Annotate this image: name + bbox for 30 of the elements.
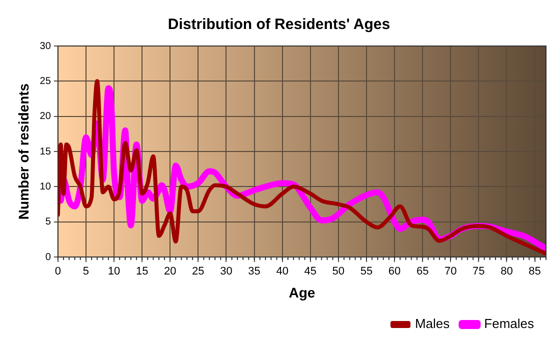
x-tick-label: 35 [248, 266, 260, 278]
x-tick-label: 65 [416, 266, 429, 278]
x-tick-label: 60 [388, 266, 401, 278]
y-tick-label: 25 [40, 76, 52, 87]
y-tick-label: 5 [45, 216, 52, 228]
x-tick-label: 50 [332, 266, 345, 278]
x-axis-title: Age [288, 284, 316, 300]
x-tick-label: 15 [136, 266, 148, 278]
x-tick-label: 45 [304, 266, 316, 278]
x-tick-label: 0 [54, 266, 61, 278]
x-tick-label: 70 [444, 266, 457, 278]
legend-label: Females [484, 316, 534, 332]
y-tick-label: 10 [40, 181, 52, 192]
x-tick-label: 30 [220, 266, 232, 278]
x-tick-label: 10 [108, 266, 120, 278]
y-tick-label: 15 [40, 146, 52, 158]
x-tick-label: 80 [500, 266, 513, 278]
x-tick-label: 5 [82, 266, 90, 278]
chart-title: Distribution of Residents' Ages [168, 16, 390, 34]
x-tick-label: 20 [164, 266, 176, 278]
x-tick-label: 40 [276, 266, 288, 278]
x-tick-label: 75 [472, 266, 485, 278]
y-tick-label: 0 [45, 252, 52, 263]
legend-label: Males [414, 316, 450, 332]
y-tick-label: 30 [40, 40, 52, 52]
x-tick-label: 55 [360, 266, 373, 278]
y-axis-title: Number of residents [15, 83, 32, 220]
x-tick-label: 25 [192, 266, 204, 278]
y-tick-label: 20 [40, 111, 52, 122]
x-tick-label: 85 [528, 266, 541, 278]
